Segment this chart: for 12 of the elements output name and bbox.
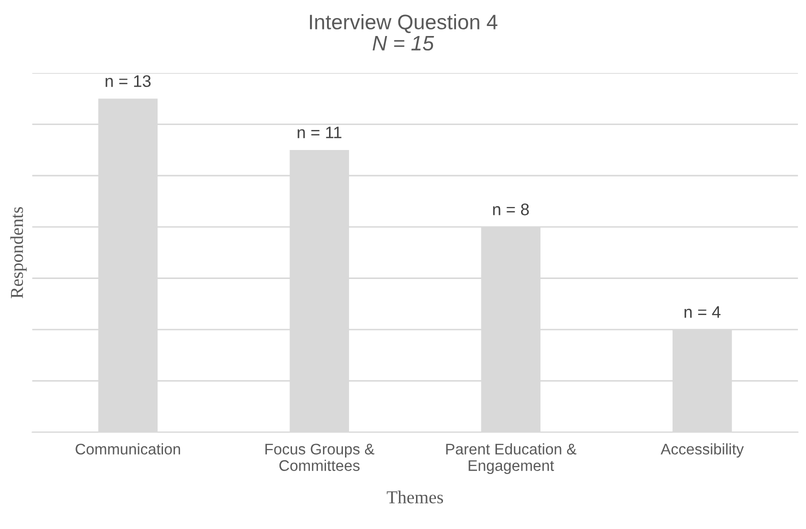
data-label: n = 8 <box>493 204 529 216</box>
data-label: n = 4 <box>684 306 721 318</box>
x-tick-label: Accessibility <box>660 443 744 458</box>
data-label: n = 13 <box>106 75 151 88</box>
x-axis-title: Themes <box>386 490 444 504</box>
chart-title: Interview Question 4 <box>310 14 498 34</box>
x-tick-label: Parent Education & Engagement <box>446 443 576 474</box>
y-axis-title: Respondents <box>10 207 27 298</box>
data-label: n = 11 <box>298 126 342 138</box>
chart-subtitle: N = 15 <box>372 36 434 51</box>
x-tick-label: Communication <box>76 443 180 455</box>
x-tick-label: Focus Groups & Committees <box>265 444 374 471</box>
